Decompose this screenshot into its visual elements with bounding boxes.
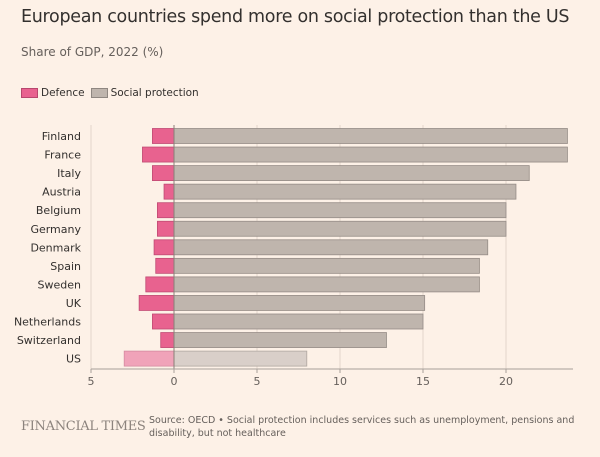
bar-defence-italy <box>152 165 175 182</box>
bar-defence-uk <box>138 295 175 311</box>
legend-item-social-protection: Social protection <box>90 87 199 99</box>
bar-defence-switzerland <box>160 332 175 348</box>
bar-social-netherlands <box>173 313 424 330</box>
bar-social-italy <box>173 165 530 182</box>
bar-social-germany <box>173 220 507 237</box>
bar-defence-us <box>123 350 175 367</box>
bar-defence-france <box>142 146 175 163</box>
x-tick-label: 10 <box>333 375 347 388</box>
bar-social-denmark <box>173 239 489 256</box>
ft-logo: FINANCIAL TIMES <box>21 419 146 434</box>
category-label-netherlands: Netherlands <box>14 316 81 329</box>
bar-social-finland <box>173 128 568 144</box>
category-label-us: US <box>66 353 81 366</box>
bar-defence-spain <box>155 257 175 274</box>
category-label-finland: Finland <box>42 130 81 143</box>
legend: Defence Social protection <box>21 87 205 99</box>
footer: FINANCIAL TIMES Source: OECD • Social pr… <box>21 414 589 440</box>
bar-social-spain <box>173 257 480 274</box>
bar-defence-netherlands <box>152 313 175 330</box>
x-tick-label: 5 <box>254 375 261 388</box>
legend-label-defence: Defence <box>41 87 85 99</box>
legend-swatch-defence <box>21 88 38 98</box>
bar-social-france <box>173 146 568 163</box>
bar-defence-germany <box>156 220 175 237</box>
x-tick-label: 0 <box>171 375 178 388</box>
bar-social-us <box>173 350 308 367</box>
category-label-italy: Italy <box>57 167 81 180</box>
bar-social-belgium <box>173 202 507 219</box>
bar-social-switzerland <box>173 332 387 348</box>
category-label-denmark: Denmark <box>30 241 81 254</box>
bar-social-austria <box>173 183 517 200</box>
legend-item-defence: Defence <box>21 87 85 99</box>
x-tick-label: 5 <box>88 375 95 388</box>
bar-defence-denmark <box>153 239 175 256</box>
bar-defence-belgium <box>156 202 175 219</box>
x-tick-label: 20 <box>499 375 513 388</box>
category-label-france: France <box>44 149 81 162</box>
chart-title: European countries spend more on social … <box>21 7 570 27</box>
bar-defence-austria <box>163 183 175 200</box>
bar-defence-finland <box>152 128 175 144</box>
bar-social-sweden <box>173 276 480 293</box>
category-label-belgium: Belgium <box>36 204 81 217</box>
category-label-sweden: Sweden <box>38 278 81 291</box>
chart-subtitle: Share of GDP, 2022 (%) <box>21 45 164 59</box>
bar-social-uk <box>173 295 426 311</box>
legend-swatch-social-protection <box>90 88 108 98</box>
category-label-uk: UK <box>66 297 82 310</box>
category-label-switzerland: Switzerland <box>17 334 81 347</box>
category-label-austria: Austria <box>42 186 81 199</box>
legend-label-social-protection: Social protection <box>110 87 199 99</box>
source-note: Source: OECD • Social protection include… <box>149 415 575 439</box>
category-label-spain: Spain <box>50 260 81 273</box>
x-tick-label: 15 <box>416 375 430 388</box>
bar-defence-sweden <box>145 276 175 293</box>
category-label-germany: Germany <box>30 223 81 236</box>
